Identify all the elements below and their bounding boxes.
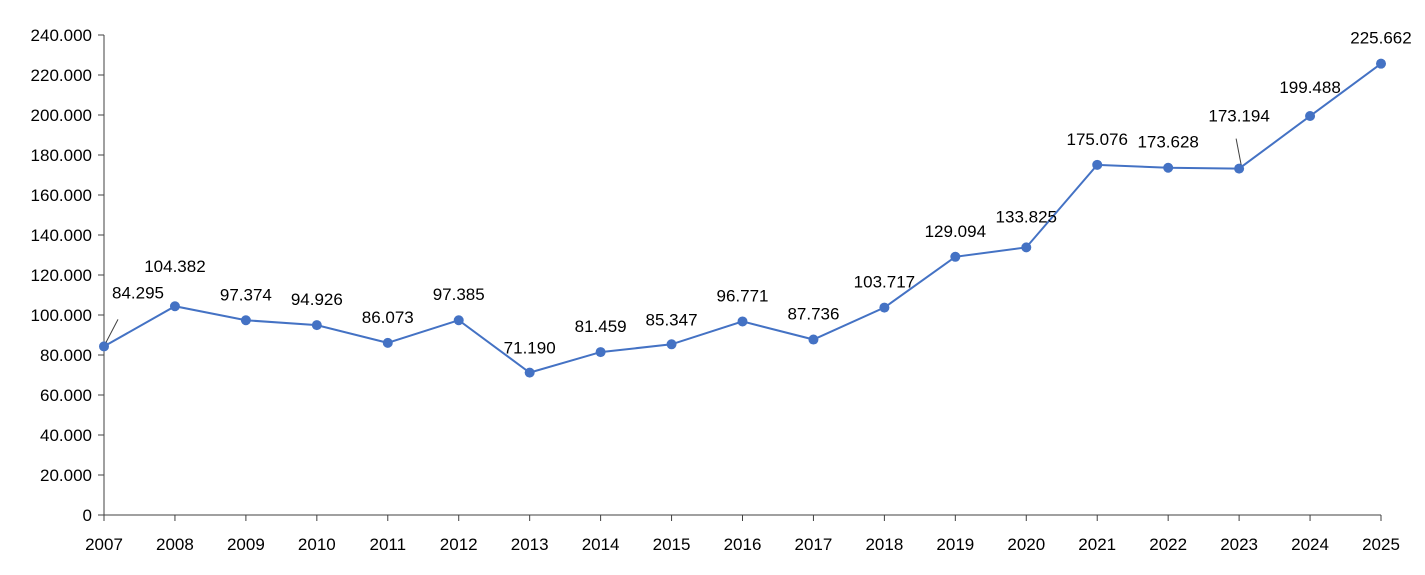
x-tick-label: 2012	[440, 535, 478, 554]
data-point	[311, 320, 322, 331]
data-point	[950, 251, 961, 262]
y-tick-label: 220.000	[31, 66, 92, 85]
data-point	[1092, 159, 1103, 170]
data-label: 84.295	[112, 283, 164, 302]
x-tick-label: 2015	[653, 535, 691, 554]
y-tick-label: 240.000	[31, 26, 92, 45]
data-label: 97.385	[433, 285, 485, 304]
x-tick-label: 2019	[936, 535, 974, 554]
x-tick-label: 2018	[865, 535, 903, 554]
x-tick-label: 2021	[1078, 535, 1116, 554]
label-leader-line	[1235, 138, 1242, 165]
data-label: 94.926	[291, 290, 343, 309]
data-label: 104.382	[144, 257, 205, 276]
data-label: 81.459	[575, 317, 627, 336]
data-label: 133.825	[996, 207, 1057, 226]
x-tick-label: 2020	[1007, 535, 1045, 554]
x-tick-label: 2023	[1220, 535, 1258, 554]
data-point	[524, 367, 535, 378]
series-group	[99, 58, 1386, 378]
y-axis: 0 20.000 40.000 60.000 80.000 100.000 120.000 1…	[31, 26, 105, 525]
data-label: 199.488	[1279, 78, 1340, 97]
data-point	[1021, 242, 1032, 253]
x-axis: 2007 2008 2009 2010 2011 2012 2013 2014 2015 2016…	[85, 514, 1400, 554]
label-leader-line	[105, 319, 119, 343]
data-point	[169, 301, 180, 312]
data-label: 97.374	[220, 285, 272, 304]
data-label: 225.662	[1350, 29, 1411, 48]
data-point	[1234, 163, 1245, 174]
x-tick-label: 2014	[582, 535, 620, 554]
data-point	[595, 347, 606, 358]
data-label: 103.717	[854, 273, 915, 292]
x-tick-label: 2016	[724, 535, 762, 554]
data-point	[666, 339, 677, 350]
x-tick-label: 2007	[85, 535, 123, 554]
data-point	[1376, 58, 1386, 69]
data-label: 86.073	[362, 308, 414, 327]
x-tick-label: 2025	[1362, 535, 1400, 554]
data-point	[99, 341, 109, 352]
x-tick-label: 2024	[1291, 535, 1329, 554]
y-tick-label: 100.000	[31, 306, 92, 325]
y-tick-label: 80.000	[40, 346, 92, 365]
data-label: 175.076	[1066, 130, 1127, 149]
data-labels: 84.295 104.382 97.374 94.926 86.073 97.385 71.…	[105, 29, 1412, 358]
y-tick-label: 60.000	[40, 386, 92, 405]
data-label: 85.347	[646, 310, 698, 329]
data-label: 96.771	[717, 286, 769, 305]
y-tick-label: 140.000	[31, 226, 92, 245]
y-tick-label: 200.000	[31, 106, 92, 125]
y-tick-label: 40.000	[40, 426, 92, 445]
data-label: 71.190	[504, 339, 556, 358]
data-label: 87.736	[787, 305, 839, 324]
data-point	[453, 315, 464, 326]
data-label: 173.194	[1208, 107, 1269, 126]
data-point	[240, 315, 251, 326]
x-tick-label: 2010	[298, 535, 336, 554]
y-tick-label: 160.000	[31, 186, 92, 205]
y-tick-label: 180.000	[31, 146, 92, 165]
data-label: 173.628	[1137, 133, 1198, 152]
data-point	[382, 337, 393, 348]
x-tick-label: 2008	[156, 535, 194, 554]
x-tick-label: 2017	[795, 535, 833, 554]
data-point	[879, 302, 890, 313]
data-point	[1163, 162, 1174, 173]
data-label: 129.094	[925, 222, 986, 241]
data-point	[808, 334, 819, 345]
y-tick-label: 0	[83, 506, 92, 525]
x-tick-label: 2011	[369, 535, 406, 554]
x-tick-label: 2009	[227, 535, 265, 554]
y-tick-label: 120.000	[31, 266, 92, 285]
data-point	[737, 316, 748, 327]
data-point	[1305, 111, 1316, 122]
x-tick-label: 2022	[1149, 535, 1187, 554]
y-tick-label: 20.000	[40, 466, 92, 485]
x-tick-label: 2013	[511, 535, 549, 554]
